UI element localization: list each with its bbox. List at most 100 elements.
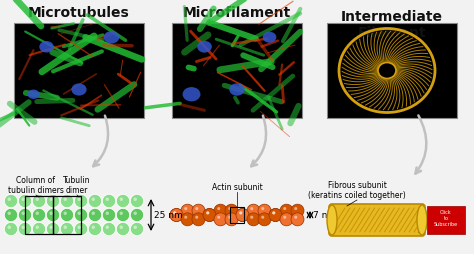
- Circle shape: [236, 209, 249, 221]
- Circle shape: [74, 222, 88, 236]
- Circle shape: [192, 213, 205, 226]
- Circle shape: [46, 208, 60, 222]
- Circle shape: [36, 226, 39, 229]
- Circle shape: [106, 212, 109, 215]
- Bar: [327, 23, 457, 118]
- Circle shape: [78, 198, 81, 201]
- Text: Actin subunit: Actin subunit: [211, 183, 263, 192]
- Circle shape: [294, 207, 297, 210]
- Circle shape: [49, 198, 53, 201]
- Ellipse shape: [182, 87, 201, 101]
- Text: 25 nm: 25 nm: [154, 211, 183, 219]
- Circle shape: [181, 204, 194, 217]
- Circle shape: [272, 211, 275, 214]
- Circle shape: [91, 198, 95, 201]
- Circle shape: [283, 207, 286, 210]
- Ellipse shape: [72, 83, 87, 96]
- Circle shape: [60, 208, 73, 222]
- Circle shape: [74, 194, 88, 208]
- Circle shape: [203, 209, 216, 221]
- Circle shape: [49, 226, 53, 229]
- Text: Fibrous subunit
(keratins coiled together): Fibrous subunit (keratins coiled togethe…: [308, 181, 406, 200]
- Circle shape: [119, 226, 123, 229]
- Circle shape: [228, 207, 231, 210]
- Circle shape: [21, 226, 25, 229]
- Circle shape: [88, 222, 102, 236]
- Circle shape: [247, 204, 260, 217]
- Bar: [230, 207, 244, 223]
- Text: Tubulin
dimer: Tubulin dimer: [63, 176, 91, 195]
- Circle shape: [78, 212, 81, 215]
- Circle shape: [4, 208, 18, 222]
- Circle shape: [170, 209, 183, 221]
- Ellipse shape: [104, 31, 119, 43]
- Circle shape: [102, 208, 116, 222]
- Circle shape: [225, 204, 238, 217]
- Circle shape: [214, 204, 227, 217]
- Circle shape: [8, 198, 11, 201]
- Circle shape: [78, 226, 81, 229]
- Ellipse shape: [378, 62, 396, 78]
- Circle shape: [173, 211, 176, 214]
- Circle shape: [184, 207, 187, 210]
- Circle shape: [21, 212, 25, 215]
- Ellipse shape: [327, 205, 337, 235]
- Circle shape: [269, 209, 282, 221]
- Circle shape: [74, 208, 88, 222]
- Circle shape: [106, 198, 109, 201]
- Ellipse shape: [229, 83, 245, 96]
- Circle shape: [32, 194, 46, 208]
- Circle shape: [228, 216, 231, 219]
- Circle shape: [64, 198, 67, 201]
- Circle shape: [258, 204, 271, 217]
- Circle shape: [88, 208, 102, 222]
- Bar: [427, 206, 465, 234]
- Text: Column of
tubulin dimers: Column of tubulin dimers: [8, 176, 64, 195]
- Bar: [53, 196, 81, 234]
- Circle shape: [247, 213, 260, 226]
- Circle shape: [192, 204, 205, 217]
- Circle shape: [91, 212, 95, 215]
- Circle shape: [272, 211, 275, 214]
- Circle shape: [134, 198, 137, 201]
- Circle shape: [116, 222, 130, 236]
- Circle shape: [18, 222, 32, 236]
- Circle shape: [280, 204, 293, 217]
- Text: 8-10 nm: 8-10 nm: [419, 208, 424, 232]
- Circle shape: [195, 216, 198, 219]
- Circle shape: [280, 213, 293, 226]
- Text: Microfilament: Microfilament: [183, 6, 291, 20]
- Ellipse shape: [417, 205, 427, 235]
- Circle shape: [294, 216, 297, 219]
- Circle shape: [203, 209, 216, 221]
- Circle shape: [173, 211, 176, 214]
- Circle shape: [217, 207, 220, 210]
- Circle shape: [225, 213, 238, 226]
- Text: Intermediate
Filament: Intermediate Filament: [341, 10, 443, 40]
- Bar: [14, 23, 144, 118]
- Circle shape: [18, 194, 32, 208]
- Circle shape: [291, 204, 304, 217]
- Circle shape: [195, 207, 198, 210]
- Circle shape: [18, 208, 32, 222]
- Circle shape: [4, 194, 18, 208]
- Circle shape: [8, 212, 11, 215]
- Circle shape: [36, 198, 39, 201]
- FancyBboxPatch shape: [329, 204, 425, 236]
- Circle shape: [60, 194, 73, 208]
- Circle shape: [214, 213, 227, 226]
- Circle shape: [261, 207, 264, 210]
- Ellipse shape: [27, 89, 39, 99]
- Circle shape: [170, 209, 183, 221]
- Circle shape: [258, 213, 271, 226]
- Circle shape: [239, 211, 242, 214]
- Circle shape: [8, 226, 11, 229]
- Circle shape: [239, 211, 242, 214]
- Circle shape: [130, 194, 144, 208]
- Ellipse shape: [263, 32, 276, 43]
- Ellipse shape: [197, 41, 212, 53]
- Circle shape: [250, 216, 253, 219]
- Circle shape: [283, 216, 286, 219]
- Circle shape: [134, 226, 137, 229]
- Bar: [172, 23, 302, 118]
